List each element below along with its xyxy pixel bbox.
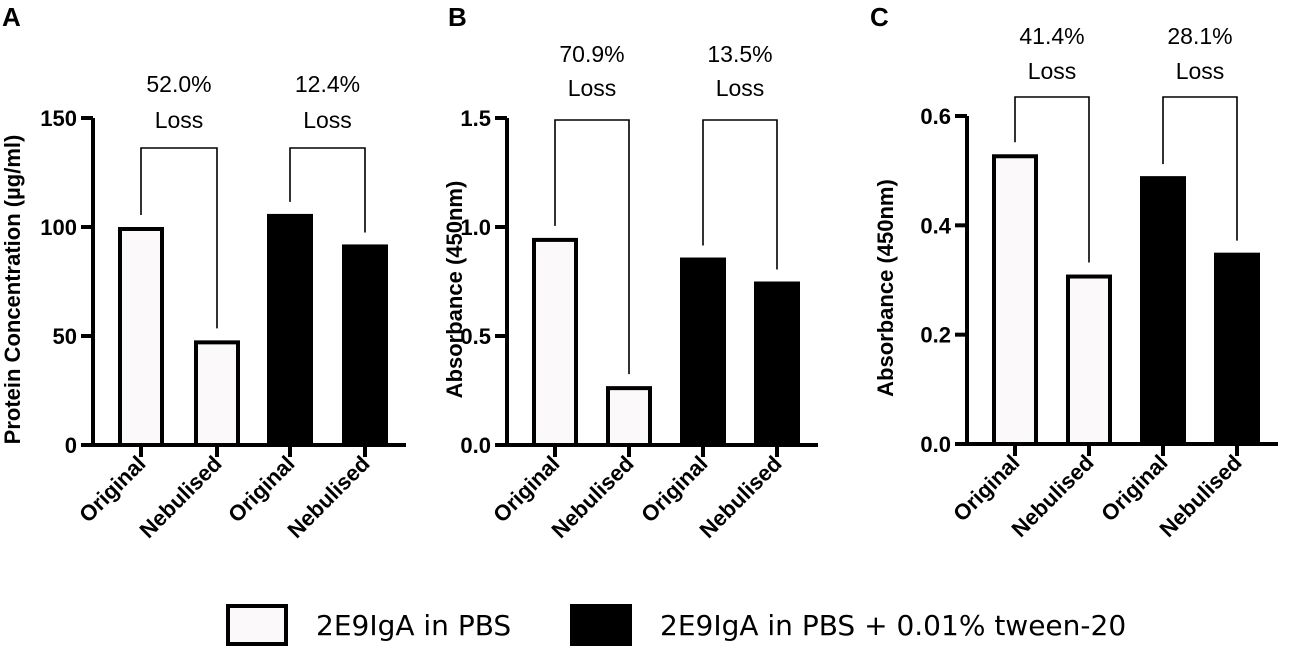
x-tick-label: Original [1096, 450, 1172, 526]
x-tick-label: Original [948, 450, 1024, 526]
y-tick-label: 0.5 [460, 324, 491, 349]
y-tick-label: 100 [40, 215, 77, 240]
y-tick-label: 1.0 [460, 215, 491, 240]
x-tick-label: Original [636, 451, 712, 527]
bar-pbs [992, 154, 1038, 446]
y-tick-label: 1.5 [460, 106, 491, 131]
bar-pbs [194, 340, 240, 447]
loss-label: Loss [568, 75, 617, 101]
bar-tween [1140, 176, 1186, 446]
y-tick-label: 0 [65, 433, 77, 458]
panel-letter: B [448, 2, 467, 32]
loss-bracket [289, 147, 366, 233]
bar-tween [267, 213, 313, 447]
x-tick-label: Original [223, 451, 299, 527]
loss-percent: 52.0% [146, 71, 211, 97]
bar-pbs [532, 237, 578, 447]
legend: 2E9IgA in PBS 2E9IgA in PBS + 0.01% twee… [0, 598, 1289, 658]
loss-label: Loss [716, 75, 765, 101]
bar-tween [342, 244, 388, 447]
legend-item-pbs-tween: 2E9IgA in PBS + 0.01% tween-20 [570, 604, 1126, 646]
x-tick-label: Nebulised [283, 451, 375, 543]
loss-percent: 70.9% [559, 41, 624, 67]
loss-bracket [554, 119, 630, 375]
legend-item-pbs: 2E9IgA in PBS [226, 604, 511, 646]
loss-percent: 41.4% [1019, 23, 1084, 49]
y-axis-title: Protein Concentration (µg/ml) [0, 135, 25, 445]
y-tick-label: 150 [40, 106, 77, 131]
bar-pbs [1066, 274, 1112, 446]
bar-tween [680, 257, 726, 447]
bar-tween [1214, 252, 1260, 446]
legend-label-pbs: 2E9IgA in PBS [316, 608, 512, 642]
legend-label-pbs-tween: 2E9IgA in PBS + 0.01% tween-20 [660, 608, 1127, 642]
x-tick-label: Original [74, 451, 150, 527]
y-tick-label: 0.4 [920, 213, 951, 238]
bar-pbs [606, 386, 652, 448]
y-axis-title: Absorbance (450nm) [442, 181, 467, 399]
loss-bracket [702, 119, 778, 270]
loss-bracket [1014, 96, 1090, 263]
x-tick-label: Nebulised [135, 451, 227, 543]
loss-bracket [1162, 96, 1238, 241]
bar-pbs [118, 227, 164, 447]
legend-swatch-pbs-tween [570, 604, 632, 646]
bar-tween [754, 281, 800, 447]
loss-label: Loss [1028, 58, 1077, 84]
loss-label: Loss [303, 107, 352, 133]
panel-letter: C [870, 2, 889, 32]
loss-label: Loss [1176, 58, 1225, 84]
loss-percent: 13.5% [707, 41, 772, 67]
loss-label: Loss [155, 107, 204, 133]
loss-percent: 12.4% [295, 71, 360, 97]
y-tick-label: 0.0 [460, 433, 491, 458]
y-tick-label: 50 [53, 324, 77, 349]
figure: A050100150OriginalNebulisedOriginalNebul… [0, 2, 1278, 543]
y-tick-label: 0.6 [920, 104, 951, 129]
loss-bracket [140, 147, 218, 329]
y-axis-title: Absorbance (450nm) [873, 179, 898, 397]
y-tick-label: 0.2 [920, 323, 951, 348]
y-tick-label: 0.0 [920, 432, 951, 457]
x-tick-label: Original [488, 451, 564, 527]
panel-letter: A [2, 2, 21, 32]
legend-swatch-pbs [226, 604, 288, 646]
loss-percent: 28.1% [1167, 23, 1232, 49]
